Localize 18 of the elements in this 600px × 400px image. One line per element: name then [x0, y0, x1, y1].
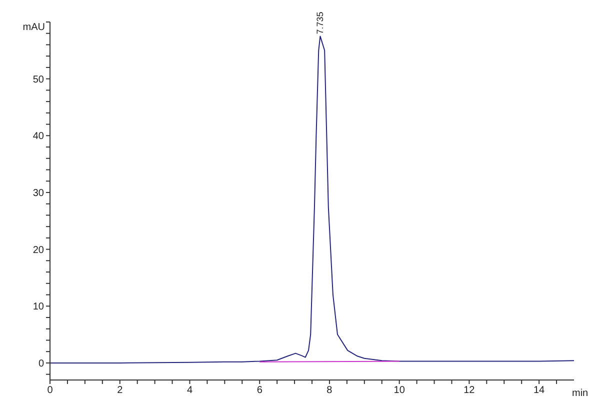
y-axis-title: mAU [22, 22, 45, 33]
y-tick-label: 40 [32, 131, 44, 142]
line-series [50, 36, 574, 364]
x-tick-label: 2 [117, 385, 124, 396]
x-axis-title: min [572, 388, 588, 399]
x-tick-label: 14 [534, 385, 546, 396]
x-tick-label: 10 [394, 385, 406, 396]
y-tick-label: 10 [32, 302, 44, 313]
y-tick-label: 0 [38, 358, 44, 370]
x-tick-label: 12 [464, 385, 476, 396]
x-tick-label: 8 [326, 385, 333, 396]
y-tick-label: 30 [32, 188, 44, 200]
y-tick-label: 50 [32, 74, 44, 86]
x-tick-label: 0 [47, 385, 54, 396]
x-tick-label: 6 [256, 385, 263, 396]
x-tick-label: 4 [186, 385, 193, 396]
annotation: 7.735 [315, 12, 326, 34]
y-tick-label: 20 [32, 244, 44, 256]
